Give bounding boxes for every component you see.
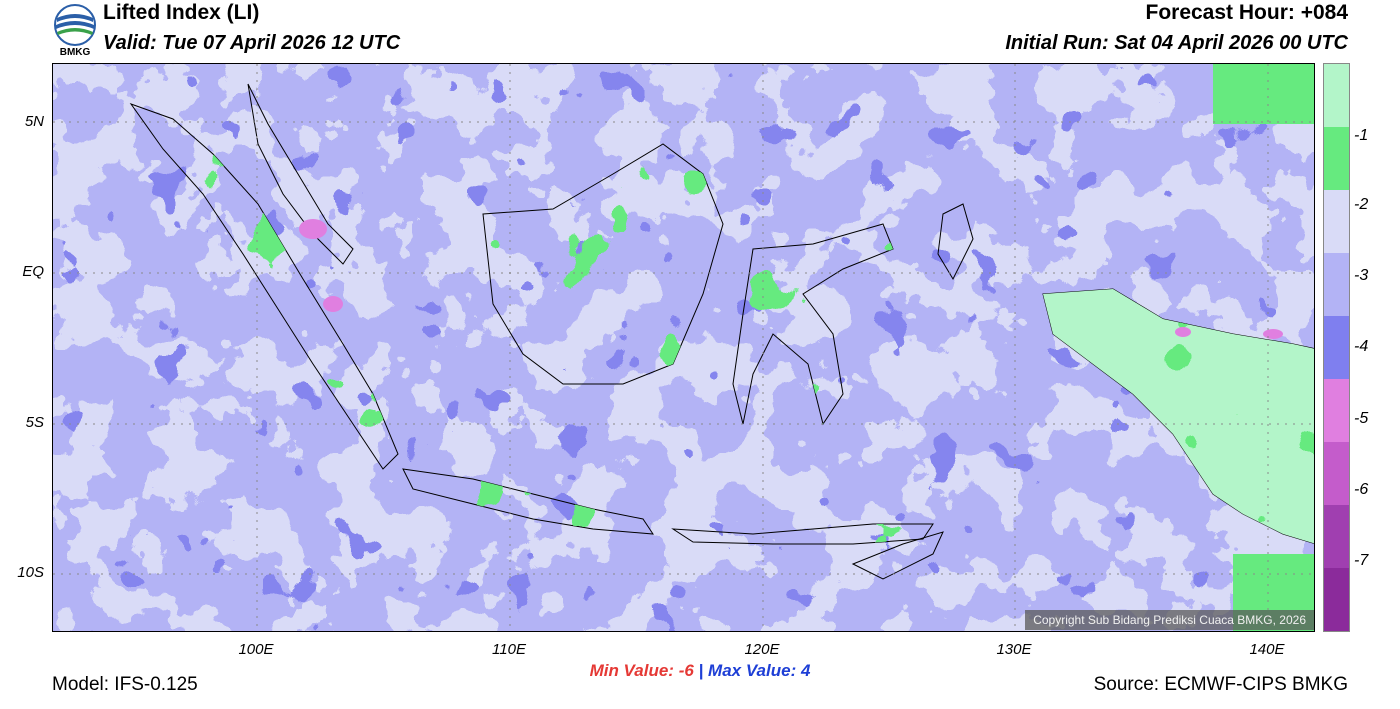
colorbar-segment (1324, 505, 1349, 568)
lat-label-5s: 5S (25, 414, 44, 431)
lon-label-100e: 100E (238, 641, 274, 658)
copyright-badge: Copyright Sub Bidang Prediksi Cuaca BMKG… (1025, 610, 1314, 630)
malay-peninsula-outline (247, 83, 354, 265)
map-area[interactable] (52, 63, 1315, 632)
model-label: Model: IFS-0.125 (52, 674, 198, 695)
new-guinea-field (1043, 64, 1314, 631)
ne-green-patch (1213, 64, 1314, 124)
min-value-label: Min Value: (589, 661, 674, 680)
bmkg-logo: BMKG (52, 2, 98, 60)
colorbar-label-m7: -7 (1354, 552, 1369, 569)
valid-time: Valid: Tue 07 April 2026 12 UTC (103, 32, 401, 54)
stable-areas (131, 104, 933, 544)
forecast-hour: Forecast Hour: +084 (1145, 1, 1349, 24)
lon-label-140e: 140E (1249, 641, 1285, 658)
lat-label-eq: EQ (22, 263, 44, 280)
stats-separator: | (698, 661, 704, 680)
colorbar-segment (1324, 127, 1349, 190)
colorbar-segment (1324, 442, 1349, 505)
colorbar-label-m2: -2 (1354, 196, 1369, 213)
initial-run: Initial Run: Sat 04 April 2026 00 UTC (1005, 32, 1348, 54)
value-stats: Min Value: -6 | Max Value: 4 (0, 661, 1400, 681)
colorbar-label-m5: -5 (1354, 410, 1369, 427)
lon-label-110e: 110E (492, 641, 526, 658)
bmkg-logo-icon (54, 4, 96, 46)
lat-label-5n: 5N (24, 113, 44, 130)
min-value: -6 (678, 661, 694, 680)
colorbar (1323, 63, 1350, 632)
timor-outline (851, 531, 944, 580)
halmahera-outline (937, 203, 974, 281)
colorbar-segment (1324, 568, 1349, 631)
colorbar-segment (1324, 316, 1349, 379)
colorbar-segment (1324, 253, 1349, 316)
lat-label-10s: 10S (17, 564, 44, 581)
colorbar-segment (1324, 190, 1349, 253)
lon-label-130e: 130E (996, 641, 1032, 658)
logo-text: BMKG (59, 47, 91, 58)
lon-label-120e: 120E (744, 641, 780, 658)
colorbar-label-m4: -4 (1354, 338, 1369, 355)
lifted-index-map (53, 64, 1314, 631)
colorbar-segment (1324, 64, 1349, 127)
max-value-label: Max Value: (708, 661, 797, 680)
colorbar-label-m3: -3 (1354, 267, 1369, 284)
max-value: 4 (800, 661, 811, 680)
colorbar-label-m6: -6 (1354, 481, 1369, 498)
map-title: Lifted Index (LI) (103, 1, 260, 24)
colorbar-segment (1324, 379, 1349, 442)
source-label: Source: ECMWF-CIPS BMKG (1093, 674, 1348, 695)
colorbar-label-m1: -1 (1354, 127, 1369, 144)
